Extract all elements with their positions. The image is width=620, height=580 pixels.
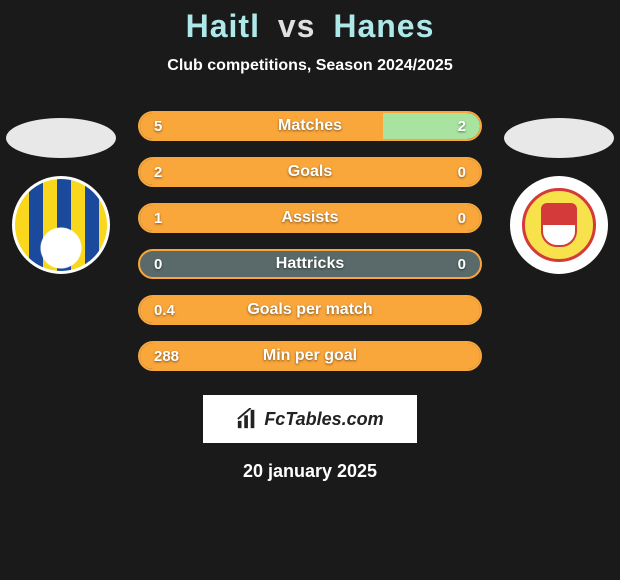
comparison-container: Haitl vs Hanes Club competitions, Season… xyxy=(0,0,620,580)
fk-dukla-badge xyxy=(510,176,608,274)
stat-value-left: 0.4 xyxy=(154,302,175,319)
stat-value-left: 2 xyxy=(154,164,162,181)
player2-silhouette xyxy=(504,118,614,158)
stat-fill-left xyxy=(140,113,383,139)
sfc-opava-badge xyxy=(12,176,110,274)
stat-row: 2 Goals 0 xyxy=(138,157,482,187)
branding-banner[interactable]: FcTables.com xyxy=(203,395,417,443)
stats-panel: 5 Matches 2 2 Goals 0 1 Assists 0 0 Hattricks 0 0.4 G… xyxy=(138,111,482,371)
stat-value-left: 0 xyxy=(154,256,162,273)
player1-silhouette xyxy=(6,118,116,158)
stat-value-left: 1 xyxy=(154,210,162,227)
player1-name: Haitl xyxy=(186,8,260,44)
stat-value-left: 288 xyxy=(154,348,179,365)
stat-label: Goals xyxy=(288,163,332,181)
stat-row: 1 Assists 0 xyxy=(138,203,482,233)
stat-row: 5 Matches 2 xyxy=(138,111,482,141)
stat-label: Min per goal xyxy=(263,347,357,365)
vs-text: vs xyxy=(278,8,316,44)
badge-inner-ring xyxy=(522,188,596,262)
page-title: Haitl vs Hanes xyxy=(0,8,620,45)
footer-date: 20 january 2025 xyxy=(0,461,620,482)
stat-value-left: 5 xyxy=(154,118,162,135)
subtitle: Club competitions, Season 2024/2025 xyxy=(0,57,620,75)
branding-text: FcTables.com xyxy=(264,409,383,430)
stat-label: Goals per match xyxy=(247,301,372,319)
stat-row: 0.4 Goals per match xyxy=(138,295,482,325)
stat-label: Assists xyxy=(282,209,339,227)
stat-value-right: 0 xyxy=(458,210,466,227)
player2-name: Hanes xyxy=(333,8,434,44)
branding-chart-icon xyxy=(236,408,258,430)
stat-value-right: 0 xyxy=(458,164,466,181)
badge-shield xyxy=(541,203,577,247)
player1-column xyxy=(6,118,116,274)
player2-column xyxy=(504,118,614,274)
stat-value-right: 0 xyxy=(458,256,466,273)
stat-row: 0 Hattricks 0 xyxy=(138,249,482,279)
stat-row: 288 Min per goal xyxy=(138,341,482,371)
stat-label: Matches xyxy=(278,117,342,135)
stat-value-right: 2 xyxy=(458,118,466,135)
stat-label: Hattricks xyxy=(276,255,344,273)
